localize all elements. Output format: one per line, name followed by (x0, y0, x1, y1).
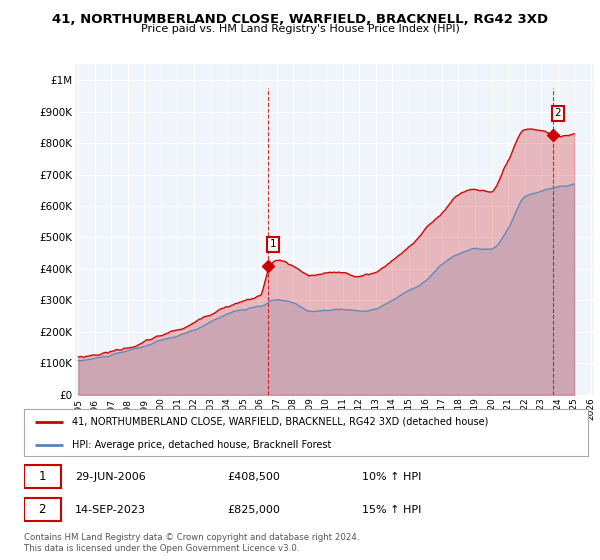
Text: £825,000: £825,000 (227, 505, 280, 515)
Text: 1: 1 (270, 239, 277, 249)
Text: 14-SEP-2023: 14-SEP-2023 (75, 505, 146, 515)
Text: 10% ↑ HPI: 10% ↑ HPI (362, 472, 422, 482)
Text: Contains HM Land Registry data © Crown copyright and database right 2024.
This d: Contains HM Land Registry data © Crown c… (24, 533, 359, 553)
FancyBboxPatch shape (24, 465, 61, 488)
Text: 15% ↑ HPI: 15% ↑ HPI (362, 505, 422, 515)
Text: 29-JUN-2006: 29-JUN-2006 (75, 472, 146, 482)
Text: 1: 1 (38, 470, 46, 483)
Text: HPI: Average price, detached house, Bracknell Forest: HPI: Average price, detached house, Brac… (72, 440, 331, 450)
Text: Price paid vs. HM Land Registry's House Price Index (HPI): Price paid vs. HM Land Registry's House … (140, 24, 460, 34)
Text: 2: 2 (38, 503, 46, 516)
Text: 2: 2 (554, 108, 561, 118)
Text: £408,500: £408,500 (227, 472, 280, 482)
Text: 41, NORTHUMBERLAND CLOSE, WARFIELD, BRACKNELL, RG42 3XD (detached house): 41, NORTHUMBERLAND CLOSE, WARFIELD, BRAC… (72, 417, 488, 427)
Text: 41, NORTHUMBERLAND CLOSE, WARFIELD, BRACKNELL, RG42 3XD: 41, NORTHUMBERLAND CLOSE, WARFIELD, BRAC… (52, 13, 548, 26)
FancyBboxPatch shape (24, 498, 61, 521)
